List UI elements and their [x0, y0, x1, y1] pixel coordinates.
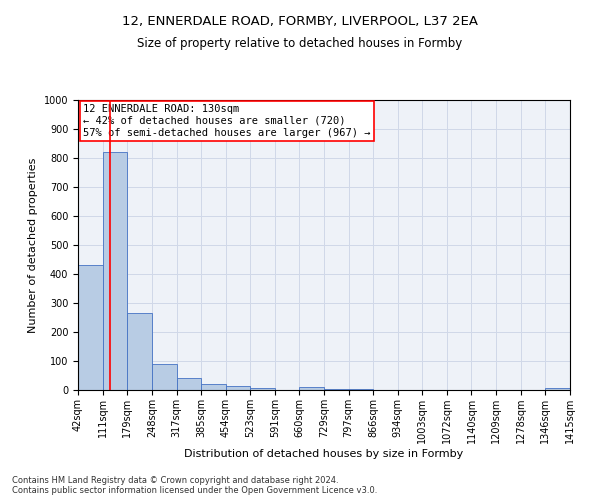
Bar: [176, 378, 201, 390]
Text: Size of property relative to detached houses in Formby: Size of property relative to detached ho…: [137, 38, 463, 51]
Bar: [78, 264, 103, 390]
Text: 12 ENNERDALE ROAD: 130sqm
← 42% of detached houses are smaller (720)
57% of semi: 12 ENNERDALE ROAD: 130sqm ← 42% of detac…: [83, 104, 370, 138]
Bar: [226, 386, 250, 390]
Bar: [250, 388, 275, 390]
Bar: [201, 384, 226, 390]
Bar: [349, 389, 373, 390]
Bar: [299, 386, 324, 390]
Bar: [103, 152, 127, 390]
Bar: [127, 313, 152, 390]
Bar: [545, 388, 570, 390]
Text: 12, ENNERDALE ROAD, FORMBY, LIVERPOOL, L37 2EA: 12, ENNERDALE ROAD, FORMBY, LIVERPOOL, L…: [122, 15, 478, 28]
Bar: [324, 388, 349, 390]
X-axis label: Distribution of detached houses by size in Formby: Distribution of detached houses by size …: [184, 448, 464, 458]
Y-axis label: Number of detached properties: Number of detached properties: [28, 158, 38, 332]
Bar: [152, 364, 176, 390]
Text: Contains HM Land Registry data © Crown copyright and database right 2024.
Contai: Contains HM Land Registry data © Crown c…: [12, 476, 377, 495]
